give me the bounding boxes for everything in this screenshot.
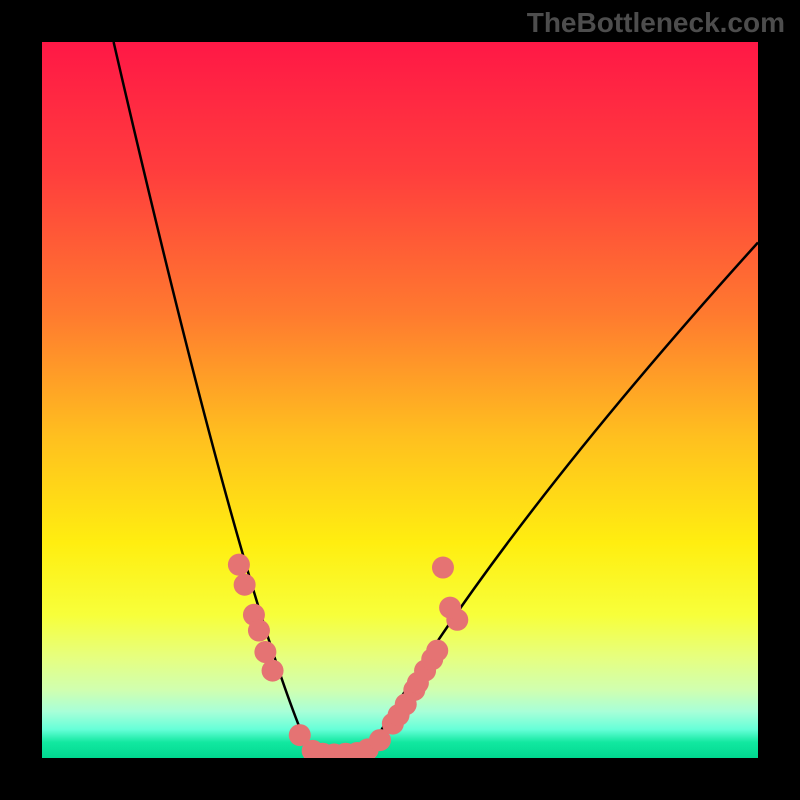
data-point <box>439 597 461 619</box>
bottleneck-chart <box>42 42 758 758</box>
chart-container <box>42 42 758 758</box>
data-point <box>262 660 284 682</box>
data-point <box>432 557 454 579</box>
gradient-background <box>42 42 758 758</box>
data-point <box>234 574 256 596</box>
data-point <box>426 640 448 662</box>
data-point <box>228 554 250 576</box>
watermark-label: TheBottleneck.com <box>527 7 785 39</box>
data-point <box>248 620 270 642</box>
